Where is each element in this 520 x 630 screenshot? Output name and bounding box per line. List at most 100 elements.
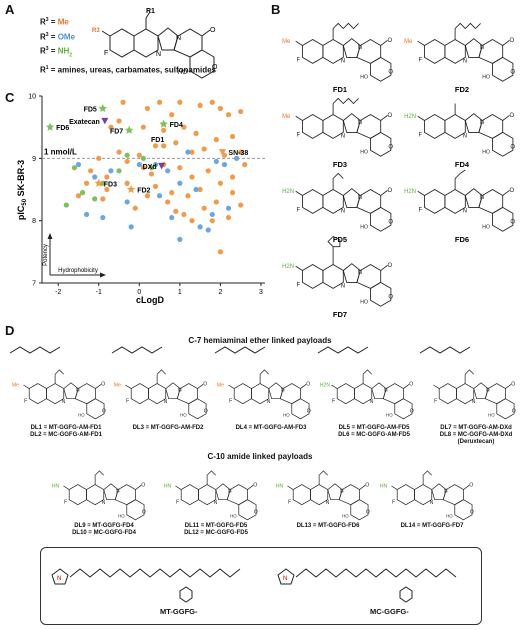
point-nh2 bbox=[116, 168, 122, 174]
linker-stub bbox=[111, 346, 163, 354]
point-ome bbox=[177, 236, 183, 242]
compound-label-fd4: FD4 bbox=[455, 160, 470, 169]
svg-text:HN: HN bbox=[380, 483, 388, 489]
point-label-fd5: FD5 bbox=[84, 106, 97, 113]
point-label-dxd: DXd bbox=[143, 164, 157, 171]
svg-text:N: N bbox=[62, 399, 66, 405]
svg-text:F: F bbox=[176, 499, 179, 505]
svg-text:N: N bbox=[102, 500, 106, 506]
dl-structure-row2-4: F N N O O HO HN bbox=[380, 470, 474, 521]
point-me bbox=[181, 124, 187, 130]
point-ome bbox=[136, 161, 142, 168]
caption-row1-3: DL4 = MT-GGFG-AM-FD3 bbox=[223, 425, 319, 432]
point-me bbox=[197, 102, 203, 108]
svg-text:O: O bbox=[510, 145, 515, 151]
svg-text:O: O bbox=[388, 220, 393, 226]
svg-text:N: N bbox=[370, 399, 374, 405]
svg-text:Me: Me bbox=[114, 382, 121, 388]
point-nh2 bbox=[140, 155, 146, 161]
svg-text:O: O bbox=[141, 483, 145, 489]
dl-structure-row2-1: F N N O O HO HN bbox=[52, 470, 146, 521]
caption-line: DL14 = MT-GGFG-FD7 bbox=[400, 523, 464, 529]
svg-text:H2N: H2N bbox=[404, 114, 416, 120]
point-label-fd3: FD3 bbox=[104, 181, 117, 188]
svg-text:O: O bbox=[388, 38, 393, 44]
svg-text:F: F bbox=[24, 398, 27, 404]
svg-text:O: O bbox=[212, 64, 218, 71]
point-me bbox=[84, 180, 90, 186]
svg-text:HO: HO bbox=[342, 514, 349, 519]
caption-row1-2: DL3 = MT-GGFG-AM-FD2 bbox=[120, 425, 216, 432]
svg-text:HN: HN bbox=[276, 483, 284, 489]
x-tick-label: -2 bbox=[55, 289, 61, 296]
mt-linker-chain bbox=[69, 568, 241, 578]
svg-text:O: O bbox=[388, 70, 393, 76]
caption-line: DL6 = MC-GGFG-AM-FD5 bbox=[338, 432, 410, 438]
point-label-fd4: FD4 bbox=[170, 122, 183, 129]
c10-payload-structures: F N N O O HO HN F N N O O HO HN F N N O O HO HN F N N O O HO HN bbox=[52, 470, 474, 521]
point-me bbox=[75, 193, 82, 199]
caption-line: DL2 = MC-GGFG-AM-FD1 bbox=[30, 432, 102, 438]
point-me bbox=[104, 186, 110, 193]
svg-text:HO: HO bbox=[482, 225, 490, 231]
compound-fd6: F N N O O HO H2N bbox=[404, 169, 515, 232]
svg-text:O: O bbox=[102, 408, 106, 414]
point-ome bbox=[193, 186, 199, 193]
svg-text:F: F bbox=[126, 398, 129, 404]
svg-text:HO: HO bbox=[118, 514, 125, 519]
point-me bbox=[193, 130, 199, 136]
point-nh2 bbox=[124, 152, 130, 158]
svg-text:N: N bbox=[228, 488, 232, 494]
point-ome bbox=[152, 161, 159, 168]
point-me bbox=[177, 165, 183, 171]
caption-line: DL8 = MC-GGFG-AM-DXd bbox=[439, 432, 513, 438]
caption-line: DL11 = MT-GGFG-FD5 bbox=[184, 523, 248, 529]
dl-structure-row2-2: F N N O O HO HN bbox=[164, 470, 258, 521]
y-tick-label: 8 bbox=[32, 218, 36, 225]
point-label-fd6: FD6 bbox=[56, 125, 69, 132]
svg-text:N: N bbox=[214, 500, 218, 506]
point-me bbox=[229, 133, 236, 140]
svg-text:HO: HO bbox=[360, 150, 368, 156]
c7-payload-structures: F N N O O HO Me F N N O O HO Me F N N O O HO Me F N N O O HO H2N F N N… bbox=[9, 346, 516, 420]
svg-text:O: O bbox=[306, 382, 310, 388]
caption-row1-4: DL5 = MT-GGFG-AM-FD5 DL6 = MC-GGFG-AM-FD5 bbox=[326, 425, 422, 439]
point-me bbox=[140, 124, 146, 130]
x-tick-label: 2 bbox=[218, 289, 222, 296]
point-me bbox=[152, 183, 159, 189]
point-me bbox=[217, 105, 223, 112]
point-me bbox=[197, 186, 203, 193]
svg-text:O: O bbox=[204, 408, 208, 414]
svg-text:Me: Me bbox=[282, 114, 291, 120]
svg-text:N: N bbox=[341, 58, 345, 64]
point-me bbox=[205, 168, 211, 174]
svg-text:O: O bbox=[388, 188, 393, 194]
marker-fd5 bbox=[98, 104, 108, 113]
x-tick-label: 1 bbox=[178, 289, 182, 296]
panel-label-a: A bbox=[5, 2, 15, 17]
svg-text:N: N bbox=[283, 576, 287, 582]
svg-text:N: N bbox=[164, 399, 168, 405]
point-label-exatecan: Exatecan bbox=[69, 119, 100, 126]
svg-text:N: N bbox=[156, 51, 161, 58]
point-me bbox=[169, 112, 175, 118]
caption-line: DL1 = MT-GGFG-AM-FD1 bbox=[30, 425, 102, 431]
point-nh2 bbox=[79, 190, 86, 196]
svg-text:F: F bbox=[419, 208, 423, 214]
svg-text:N: N bbox=[463, 58, 467, 64]
svg-text:HO: HO bbox=[482, 150, 490, 156]
r1-definition: R1 = amines, ureas, carbamates, sulfonam… bbox=[40, 65, 216, 75]
point-me bbox=[229, 174, 236, 180]
point-label-fd1: FD1 bbox=[151, 137, 164, 144]
svg-text:HN: HN bbox=[164, 483, 172, 489]
point-me bbox=[88, 168, 94, 174]
compound-fd7: F N N O O HO H2N bbox=[282, 235, 393, 307]
point-ome bbox=[221, 161, 228, 168]
hydrophobicity-arrow-label: Hydrophobicity bbox=[58, 268, 98, 274]
compound-fd5: F N N O O HO H2N bbox=[282, 172, 393, 232]
svg-text:N: N bbox=[444, 488, 448, 494]
potency-arrow-label: Potency bbox=[43, 244, 49, 266]
point-ome bbox=[108, 168, 114, 174]
linker-stub bbox=[419, 346, 471, 354]
